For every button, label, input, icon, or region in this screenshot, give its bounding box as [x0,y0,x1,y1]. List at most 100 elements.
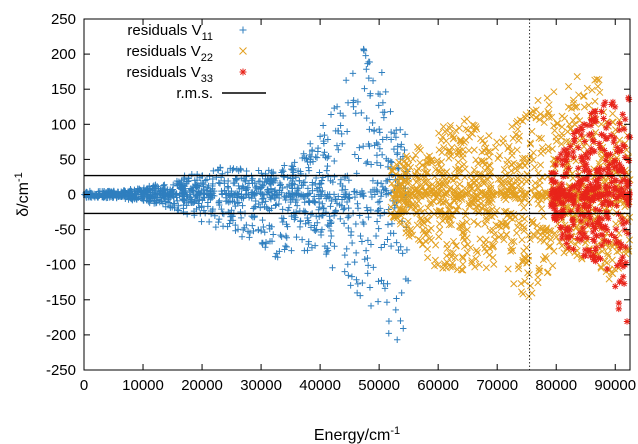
data-point [272,194,279,202]
data-point [531,192,539,200]
data-point [581,246,589,254]
data-point [510,237,518,246]
data-point [579,211,586,218]
data-point [617,178,625,186]
data-point [204,203,211,210]
data-point [313,154,321,161]
data-point [463,218,471,226]
data-point [536,236,544,244]
data-point [591,185,599,193]
data-point [259,240,266,248]
data-point [608,231,615,238]
data-point [463,115,471,123]
data-point [618,215,626,223]
data-point [613,144,621,151]
data-point [581,138,588,145]
data-point [621,176,628,183]
data-point [455,189,463,197]
data-point [593,167,600,174]
data-point [205,218,213,226]
data-point [331,157,338,165]
data-point [526,109,534,117]
data-point [481,244,489,253]
data-point [351,193,359,201]
data-point [582,151,589,158]
data-point [604,250,612,258]
data-point [215,179,222,186]
data-point [345,272,352,279]
data-point [578,157,586,164]
data-point [331,104,338,112]
data-point [432,166,440,174]
data-point [584,184,591,191]
data-point [243,221,250,229]
data-point [613,202,620,209]
data-point [565,197,572,204]
data-point [402,229,410,237]
data-point [521,277,529,285]
data-point [358,238,366,245]
data-point [558,185,565,192]
data-point [616,120,623,127]
data-point [538,205,546,213]
data-point [251,213,258,221]
x-axis-label-exponent: -1 [390,425,400,437]
data-point [446,184,454,192]
data-point [604,152,611,159]
data-point [626,195,633,203]
data-point [237,214,245,222]
data-point [462,125,470,133]
data-point [390,199,399,207]
data-point [563,240,570,247]
data-point [460,138,468,146]
data-point [597,144,604,151]
data-point [603,259,611,267]
data-point [345,194,352,201]
data-point [584,221,591,228]
data-point [460,160,468,169]
data-point [611,103,619,111]
data-point [195,200,202,207]
data-point [575,202,582,210]
data-point [192,192,200,199]
data-point [609,269,617,278]
data-point [210,167,217,175]
x-tick-label: 50000 [358,377,400,394]
data-point [219,223,227,230]
data-point [288,247,295,254]
data-point [526,140,535,148]
data-point [312,153,319,161]
data-point [337,110,344,117]
data-point [424,204,432,212]
data-point [605,238,612,245]
data-point [440,144,448,152]
data-point [504,145,512,153]
data-point [85,194,92,201]
data-point [384,163,392,171]
data-point [334,127,342,135]
y-tick-label: -50 [54,222,76,239]
data-point [376,145,384,152]
data-point [587,252,594,260]
data-point [571,138,578,145]
data-point [558,214,565,221]
data-point [570,99,578,107]
data-point [393,151,401,158]
data-point [245,191,252,198]
data-point [453,194,461,202]
data-point [359,143,367,150]
data-point [589,220,596,228]
data-point [297,218,304,225]
data-point [595,219,602,226]
data-point [257,227,265,235]
data-point [519,258,527,266]
data-point [465,200,473,208]
data-point [377,180,385,187]
data-point [584,154,592,162]
data-point [623,218,630,226]
data-point [625,180,633,187]
data-point [379,183,386,191]
data-point [577,211,584,219]
data-point [304,214,311,222]
data-point [485,251,493,259]
